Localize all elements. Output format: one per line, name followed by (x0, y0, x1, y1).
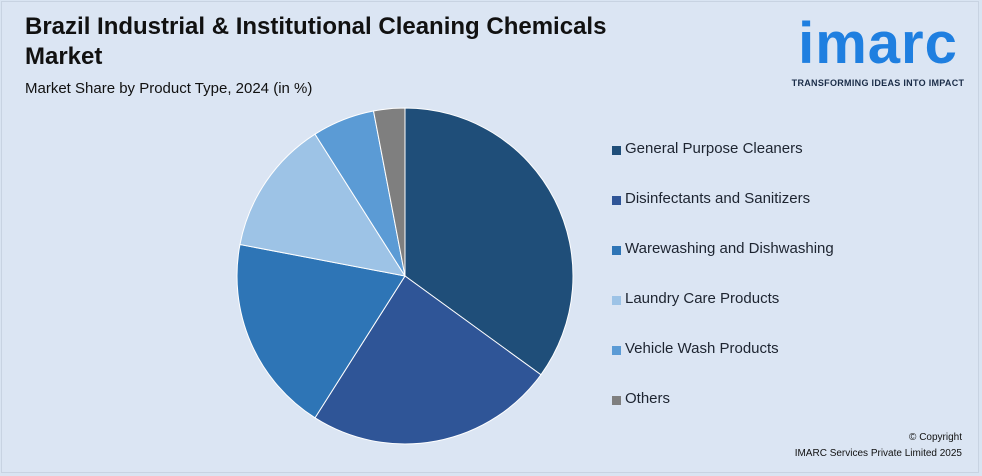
legend-swatch (612, 246, 621, 255)
legend-label: Vehicle Wash Products (625, 340, 779, 357)
chart-subtitle: Market Share by Product Type, 2024 (in %… (25, 80, 313, 97)
pie-slice-laundry-care-products (239, 133, 407, 277)
legend-item: Others (612, 390, 834, 440)
copyright-owner: IMARC Services Private Limited 2025 (794, 448, 962, 459)
legend-swatch (612, 146, 621, 155)
legend-swatch (612, 196, 621, 205)
legend-swatch (612, 396, 621, 405)
chart-title: Brazil Industrial & Institutional Cleani… (25, 13, 607, 70)
legend-label: Others (625, 390, 671, 407)
legend-item: Disinfectants and Sanitizers (612, 190, 834, 240)
pie-slice-disinfectants-and-sanitizers (314, 275, 542, 445)
legend-label: Laundry Care Products (625, 290, 780, 307)
pie-slice-general-purpose-cleaners (404, 107, 574, 376)
logo-tagline: TRANSFORMING IDEAS INTO IMPACT (791, 78, 965, 88)
chart-legend: General Purpose Cleaners Disinfectants an… (612, 140, 834, 440)
legend-item: General Purpose Cleaners (612, 140, 834, 190)
logo-wordmark: imarc (798, 11, 958, 76)
imarc-logo: imarc TRANSFORMING IDEAS INTO IMPACT (782, 10, 974, 90)
legend-label: General Purpose Cleaners (625, 140, 803, 157)
legend-swatch (612, 346, 621, 355)
legend-label: Warewashing and Dishwashing (625, 240, 834, 257)
legend-swatch (612, 296, 621, 305)
copyright-notice: © Copyright IMARC Services Private Limit… (795, 430, 962, 462)
legend-item: Vehicle Wash Products (612, 340, 834, 390)
legend-item: Warewashing and Dishwashing (612, 240, 834, 290)
legend-label: Disinfectants and Sanitizers (625, 190, 811, 207)
pie-slice-others (372, 107, 406, 277)
copyright-line: © Copyright (909, 432, 962, 443)
pie-slice-warewashing-and-dishwashing (236, 243, 406, 419)
legend-item: Laundry Care Products (612, 290, 834, 340)
